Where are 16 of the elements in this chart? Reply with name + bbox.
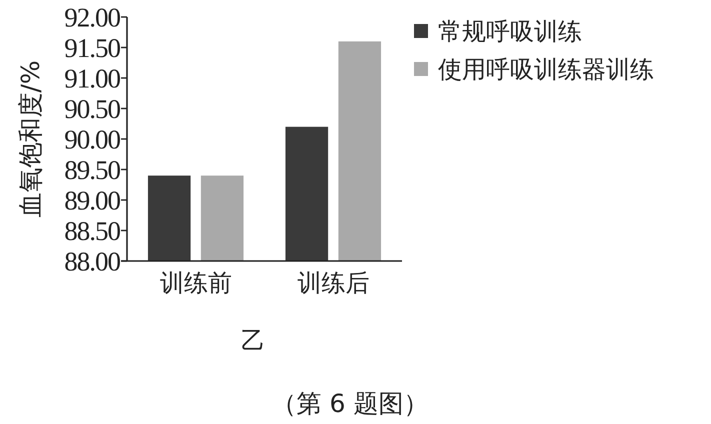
x-tick-label: 训练前 bbox=[160, 269, 232, 297]
legend-label: 常规呼吸训练 bbox=[438, 17, 582, 46]
y-tick-label: 88.00 bbox=[64, 246, 120, 276]
y-tick-label: 90.50 bbox=[64, 94, 120, 124]
text: 乙 bbox=[241, 326, 265, 354]
x-tick-label: 训练后 bbox=[297, 269, 370, 297]
y-tick-label: 89.50 bbox=[64, 154, 120, 185]
y-tick-label: 88.50 bbox=[64, 216, 120, 246]
y-tick-label: 91.50 bbox=[64, 32, 120, 63]
y-tick-label: 91.00 bbox=[64, 63, 120, 94]
y-axis-title: 血氧饱和度/% bbox=[16, 60, 45, 218]
y-tick-label: 90.00 bbox=[64, 124, 120, 154]
y-tick-label: 89.00 bbox=[64, 185, 120, 216]
text: （第 6 题图） bbox=[272, 388, 428, 418]
y-tick-label: 92.00 bbox=[64, 2, 120, 32]
legend-label: 使用呼吸训练器训练 bbox=[438, 55, 654, 84]
